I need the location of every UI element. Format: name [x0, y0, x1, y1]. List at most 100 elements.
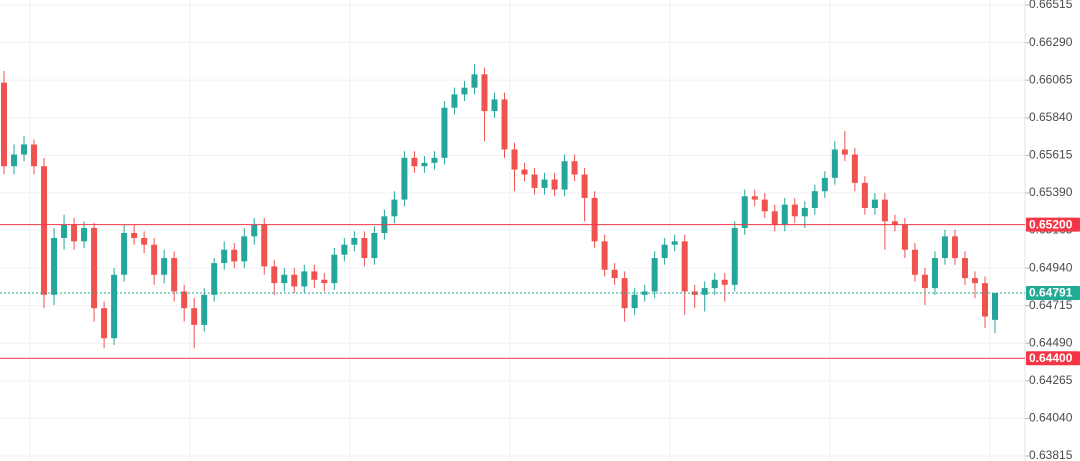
- y-tick-label: 0.65840: [1029, 110, 1073, 124]
- level-label: 0.64791: [1029, 286, 1073, 300]
- candle-body: [601, 241, 608, 270]
- candle-body: [951, 236, 958, 259]
- candle-body: [151, 244, 158, 275]
- candle-body: [431, 157, 438, 163]
- candle-body: [281, 274, 288, 284]
- candle-body: [671, 241, 678, 245]
- candle-body: [301, 271, 308, 287]
- candle-body: [141, 238, 148, 245]
- candle-body: [691, 291, 698, 295]
- candle-body: [1, 82, 7, 167]
- candle-body: [811, 191, 818, 208]
- candle-body: [761, 199, 768, 212]
- candle-body: [701, 288, 708, 295]
- candle-body: [901, 224, 908, 250]
- candle-body: [451, 94, 458, 108]
- level-label-box: [1026, 285, 1080, 300]
- y-tick-label: 0.64265: [1029, 373, 1073, 387]
- candle-body: [501, 99, 508, 150]
- candle-body: [491, 99, 498, 112]
- candle-body: [791, 204, 798, 217]
- candle-body: [511, 149, 518, 170]
- candle-body: [351, 238, 358, 245]
- candle-body: [541, 179, 548, 188]
- candle-body: [171, 258, 178, 292]
- candle-body: [461, 87, 468, 95]
- candle-body: [841, 149, 848, 155]
- candle-body: [11, 154, 18, 167]
- candle-body: [891, 221, 898, 225]
- candle-body: [471, 74, 478, 88]
- candle-body: [551, 179, 558, 190]
- candle-body: [181, 291, 188, 309]
- candle-body: [931, 258, 938, 289]
- candle-body: [981, 283, 988, 317]
- candle-body: [421, 162, 428, 167]
- candle-body: [331, 254, 338, 284]
- y-tick-label: 0.66515: [1029, 0, 1073, 11]
- candle-body: [561, 161, 568, 190]
- candle-body: [41, 166, 48, 295]
- candle-body: [81, 227, 88, 242]
- candle-body: [881, 199, 888, 222]
- candle-body: [611, 269, 618, 279]
- candle-body: [101, 308, 108, 339]
- candle-body: [71, 224, 78, 242]
- candle-body: [681, 241, 688, 292]
- candle-body: [781, 204, 788, 225]
- y-tick-label: 0.65390: [1029, 185, 1073, 199]
- candle-body: [831, 149, 838, 178]
- y-tick-label: 0.65615: [1029, 148, 1073, 162]
- candle-body: [911, 249, 918, 275]
- level-label-box: [1026, 351, 1080, 366]
- candle-body: [341, 244, 348, 255]
- candle-body: [161, 258, 168, 275]
- y-tick-label: 0.64040: [1029, 411, 1073, 425]
- candle-body: [191, 308, 198, 325]
- candle-body: [631, 294, 638, 309]
- candle-body: [971, 278, 978, 284]
- level-label: 0.65200: [1029, 217, 1073, 231]
- candle-body: [131, 233, 138, 239]
- candle-body: [411, 157, 418, 167]
- candle-body: [571, 161, 578, 175]
- candle-body: [771, 211, 778, 225]
- candle-body: [731, 227, 738, 285]
- candle-body: [221, 249, 228, 264]
- candle-body: [741, 196, 748, 228]
- candle-body: [251, 224, 258, 237]
- candle-body: [61, 224, 68, 239]
- y-tick-label: 0.66290: [1029, 35, 1073, 49]
- candle-body: [201, 294, 208, 325]
- candle-body: [321, 279, 328, 284]
- candle-body: [661, 244, 668, 259]
- candle-body: [91, 227, 98, 309]
- candle-body: [651, 258, 658, 292]
- candle-body: [711, 279, 718, 289]
- candle-body: [481, 74, 488, 112]
- candle-body: [721, 279, 728, 285]
- level-label-box: [1026, 217, 1080, 232]
- candle-body: [941, 236, 948, 259]
- candle-body: [211, 263, 218, 295]
- candle-body: [291, 274, 298, 287]
- candle-body: [531, 174, 538, 188]
- candle-body: [261, 224, 268, 267]
- candle-body: [851, 154, 858, 183]
- candle-body: [401, 157, 408, 200]
- candle-body: [271, 266, 278, 284]
- candle-body: [241, 236, 248, 262]
- candle-body: [51, 238, 58, 295]
- candle-body: [111, 274, 118, 339]
- y-tick-label: 0.64715: [1029, 298, 1073, 312]
- candle-body: [992, 292, 998, 320]
- candle-body: [121, 233, 128, 275]
- y-tick-label: 0.63815: [1029, 448, 1073, 461]
- candle-body: [31, 144, 38, 167]
- candle-body: [311, 271, 318, 280]
- y-tick-label: 0.64940: [1029, 260, 1073, 274]
- candle-body: [921, 274, 928, 289]
- candle-body: [591, 197, 598, 242]
